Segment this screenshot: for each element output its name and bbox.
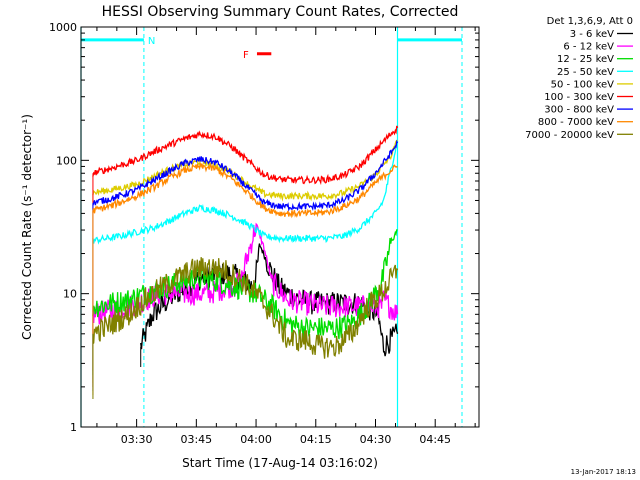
x-tick-label-3: 04:15 [300,433,332,446]
legend-title: Det 1,3,6,9, Att 0 [547,16,633,27]
legend-label-2: 12 - 25 keV [557,54,614,65]
series-line-4 [92,139,398,202]
legend-label-0: 3 - 6 keV [570,29,614,40]
legend-label-7: 800 - 7000 keV [538,117,614,128]
timestamp: 13-Jan-2017 18:13 [571,468,636,476]
x-tick-label-2: 04:00 [240,433,272,446]
series-line-3 [92,140,399,245]
plot-frame [80,26,480,428]
x-tick-label-5: 04:45 [419,433,451,446]
y-tick-label-3: 1000 [49,21,77,34]
series-layer [92,125,399,399]
x-tick-label-1: 03:45 [180,433,212,446]
legend-label-3: 25 - 50 keV [557,67,614,78]
x-tick-label-4: 04:30 [360,433,392,446]
y-tick-label-2: 100 [56,154,77,167]
legend-label-6: 300 - 800 keV [544,105,614,116]
chart-title: HESSI Observing Summary Count Rates, Cor… [102,4,459,20]
series-line-6 [92,139,399,212]
legend-label-4: 50 - 100 keV [551,79,615,90]
flare-label: F [243,50,249,61]
x-tick-label-0: 03:30 [121,433,153,446]
series-line-7 [92,163,398,219]
axis-ticks: 1 10 100 1000 03:30 03:45 04:00 04:15 04:30 04:45 [49,21,479,446]
legend-label-1: 6 - 12 keV [563,42,614,53]
legend-label-5: 100 - 300 keV [544,92,614,103]
night-label: N [148,36,155,47]
y-tick-label-1: 10 [63,288,77,301]
y-tick-label-0: 1 [70,421,77,434]
y-axis-label: Corrected Count Rate (s⁻¹ detector⁻¹) [20,114,34,340]
legend-label-8: 7000 - 20000 keV [525,130,614,141]
series-line-5 [92,125,399,186]
series-line-8 [92,257,399,359]
x-axis-label: Start Time (17-Aug-14 03:16:02) [182,456,378,470]
